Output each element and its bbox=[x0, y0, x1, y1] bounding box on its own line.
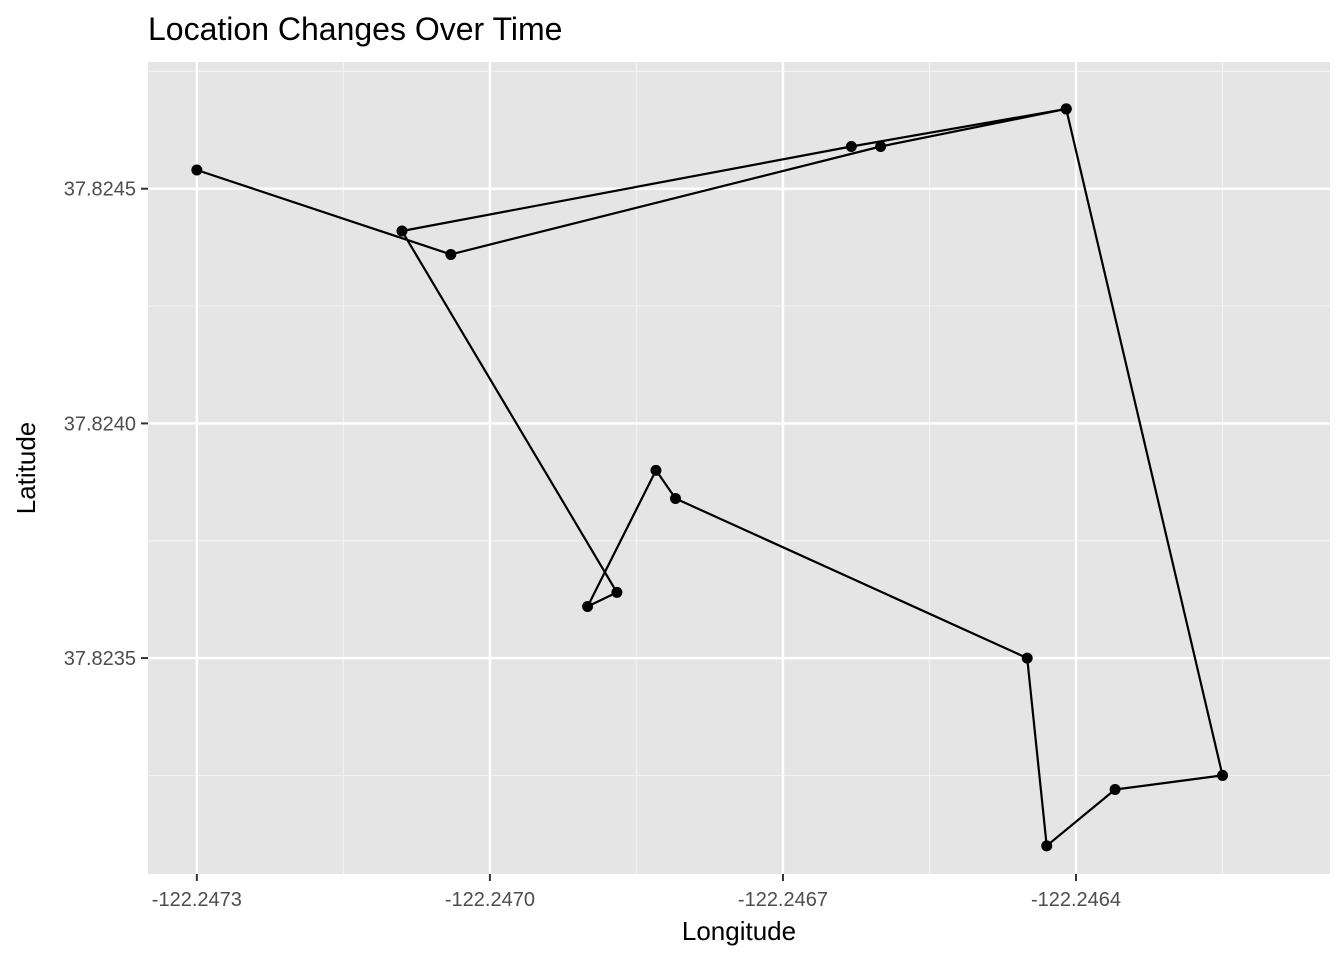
x-tick-label: -122.2473 bbox=[152, 889, 242, 911]
y-tick-label: 37.8240 bbox=[64, 413, 136, 435]
location-point bbox=[1021, 652, 1033, 664]
location-point bbox=[191, 164, 203, 176]
x-tick-label: -122.2467 bbox=[738, 889, 828, 911]
y-tick-label: 37.8245 bbox=[64, 179, 136, 201]
location-point bbox=[1060, 103, 1072, 115]
chart-title: Location Changes Over Time bbox=[148, 11, 562, 47]
x-tick-label: -122.2470 bbox=[445, 889, 535, 911]
y-axis-title: Latitude bbox=[11, 422, 41, 515]
location-point bbox=[445, 248, 457, 260]
grid bbox=[148, 62, 1330, 874]
axes: -122.2473 -122.2470 -122.2467 -122.2464 37.8… bbox=[64, 179, 1121, 911]
data-series bbox=[191, 103, 1229, 852]
location-point bbox=[650, 464, 662, 476]
plot-panel bbox=[148, 62, 1330, 874]
location-point bbox=[845, 140, 857, 152]
location-point bbox=[396, 225, 408, 237]
location-point bbox=[875, 140, 887, 152]
y-tick-label: 37.8235 bbox=[64, 648, 136, 670]
location-point bbox=[1041, 840, 1053, 852]
x-tick-label: -122.2464 bbox=[1031, 889, 1121, 911]
location-point bbox=[670, 493, 682, 505]
location-point bbox=[1217, 769, 1229, 781]
location-point bbox=[582, 600, 594, 612]
location-point bbox=[1109, 784, 1121, 796]
location-point bbox=[611, 586, 623, 598]
x-axis-title: Longitude bbox=[682, 916, 796, 946]
